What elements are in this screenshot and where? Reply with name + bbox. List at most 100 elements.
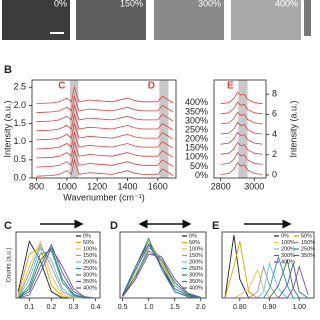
x-tick-label: 1.00 — [292, 304, 306, 311]
series-line — [36, 131, 174, 150]
y-tick-label: 4 — [272, 129, 277, 139]
y-tick-label: 1.5 — [13, 118, 26, 128]
image-label: 400% — [275, 0, 298, 8]
legend-label: 400% — [83, 285, 97, 291]
legend-label: 50% — [83, 240, 94, 246]
series-line — [220, 111, 263, 125]
highlight-label: E — [227, 81, 234, 92]
y-tick-label: 2.0 — [13, 100, 26, 110]
legend-label: 50% — [190, 161, 208, 171]
legend-label: 100% — [281, 240, 295, 246]
x-tick-label: 1.5 — [170, 304, 180, 311]
x-tick-label: 1000 — [57, 181, 77, 191]
y-tick-label: 1.0 — [13, 136, 26, 146]
legend-label: 100% — [185, 152, 208, 162]
series-line — [220, 162, 263, 175]
legend-label: 350% — [185, 106, 208, 116]
legend-label: 400% — [281, 259, 295, 265]
y-axis-label: Intensity (a.u.) — [2, 100, 12, 157]
series-line — [17, 243, 96, 299]
legend-label: 250% — [83, 266, 97, 272]
series-line — [224, 235, 309, 299]
highlight-label: C — [58, 81, 65, 92]
series-line — [122, 253, 201, 298]
legend-label: 300% — [281, 253, 295, 259]
legend-label: 250% — [185, 124, 208, 134]
x-tick-label: 0.80 — [233, 304, 247, 311]
legend-label: 300% — [189, 272, 203, 278]
image — [231, 0, 301, 40]
legend-label: 100% — [189, 246, 203, 252]
legend-label: 200% — [281, 246, 295, 252]
legend-label: 50% — [189, 240, 200, 246]
highlight-label: D — [148, 81, 155, 92]
plot-frame — [31, 79, 177, 179]
panel-label: C — [4, 220, 12, 232]
legend-label: 150% — [189, 253, 203, 259]
plot-frame — [15, 231, 101, 299]
x-tick-label: 0.4 — [91, 304, 101, 311]
y-tick-label: 0 — [272, 169, 277, 179]
legend-label: 300% — [185, 115, 208, 125]
series-line — [36, 112, 174, 132]
legend-label: 50% — [301, 233, 312, 239]
x-axis-label: Wavenumber (cm⁻¹) — [63, 192, 144, 202]
legend-label: 150% — [83, 253, 97, 259]
x-tick-label: 0.90 — [263, 304, 277, 311]
series-line — [220, 101, 263, 115]
series-line — [122, 243, 201, 299]
panel-label: D — [110, 220, 118, 232]
panel-label: E — [212, 220, 219, 232]
series-line — [36, 140, 174, 159]
series-line — [122, 237, 201, 299]
legend-label: 400% — [185, 97, 208, 107]
x-tick-label: 1600 — [148, 181, 168, 191]
x-tick-label: 0.1 — [24, 304, 34, 311]
legend-label: 0% — [83, 233, 91, 239]
legend-label: 250% — [301, 246, 315, 252]
x-tick-label: 800 — [29, 181, 44, 191]
legend-label: 0% — [281, 233, 289, 239]
legend-label: 150% — [301, 240, 315, 246]
y-tick-label: 6 — [272, 109, 277, 119]
series-line — [36, 122, 174, 141]
highlight-band — [238, 80, 248, 178]
legend-label: 200% — [83, 259, 97, 265]
highlight-band — [69, 80, 79, 178]
legend-label: 250% — [189, 266, 203, 272]
series-line — [18, 246, 96, 299]
legend-label: 0% — [189, 233, 197, 239]
series-line — [36, 103, 174, 123]
legend-label: 0% — [195, 170, 208, 180]
image-label: 150% — [120, 0, 143, 8]
series-line — [220, 121, 263, 135]
legend-label: 350% — [83, 279, 97, 285]
series-line — [122, 250, 201, 298]
series-line — [224, 241, 309, 299]
y-tick-label: 2.5 — [13, 82, 26, 92]
series-line — [225, 265, 309, 299]
series-line — [36, 94, 174, 114]
y-axis-label: Counts (a.u.) — [7, 248, 13, 283]
image-label: 300% — [198, 0, 221, 8]
x-tick-label: 3000 — [244, 181, 264, 191]
image-label: 0% — [54, 0, 67, 8]
legend-label: 350% — [301, 253, 315, 259]
series-line — [36, 158, 174, 177]
legend-label: 300% — [83, 272, 97, 278]
y-tick-label: 0.0 — [13, 172, 26, 182]
legend-label: 350% — [189, 279, 203, 285]
legend-label: 400% — [189, 285, 203, 291]
legend-label: 100% — [83, 246, 97, 252]
colorbar — [304, 0, 311, 36]
y-axis-label: Intensity (a.u.) — [288, 100, 298, 157]
series-line — [17, 246, 96, 299]
series-line — [220, 131, 263, 145]
y-tick-label: 0.5 — [13, 154, 26, 164]
image — [76, 0, 146, 40]
series-line — [36, 149, 174, 168]
panel-label: B — [4, 64, 12, 76]
legend-label: 150% — [185, 143, 208, 153]
x-tick-label: 0.3 — [69, 304, 79, 311]
